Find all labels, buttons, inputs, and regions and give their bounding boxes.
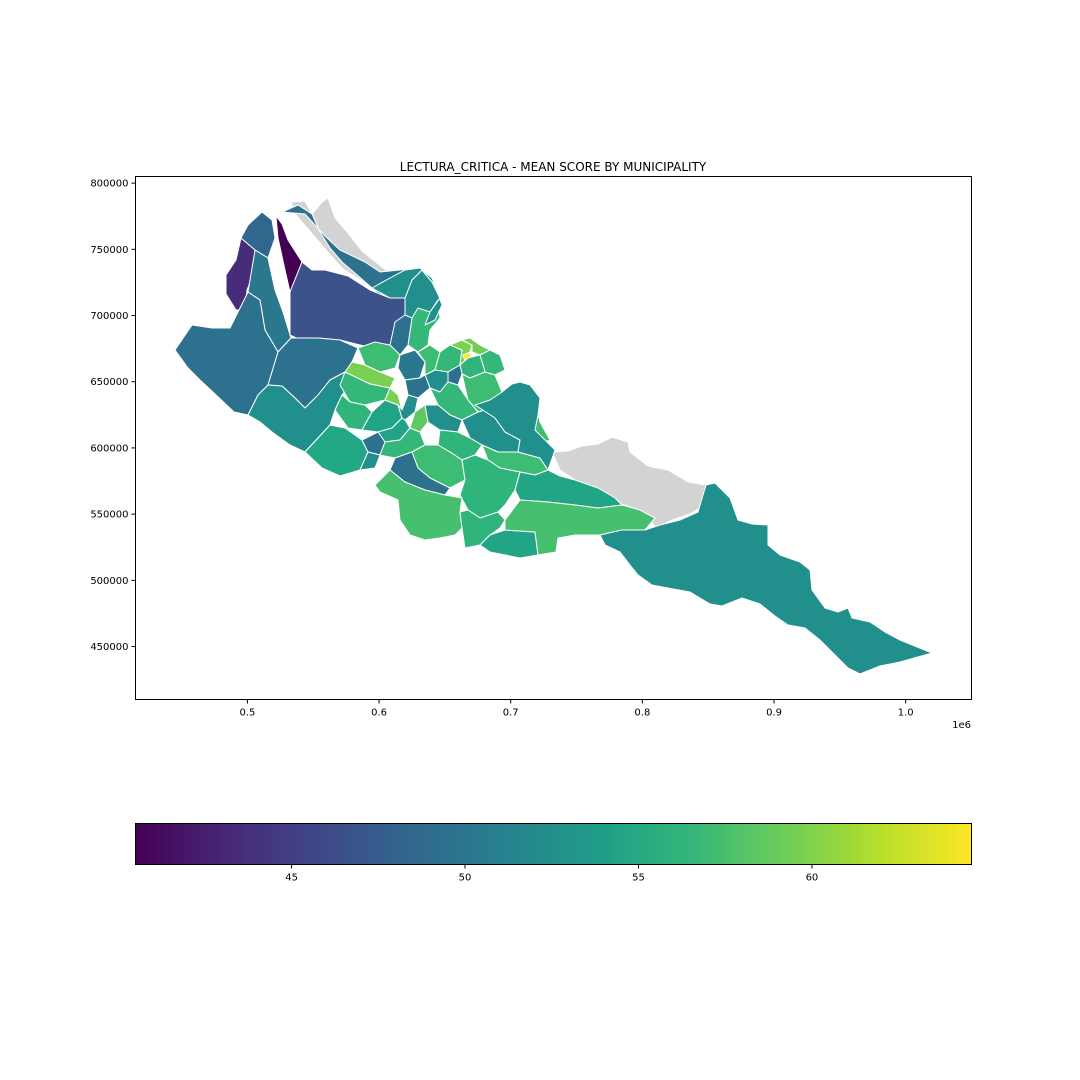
x-tick-label: 0.8 [634, 708, 650, 719]
region-s-1 [374, 469, 463, 541]
region-s-2 [459, 509, 506, 549]
region-c-25 [424, 404, 463, 433]
x-tick-label: 0.5 [239, 708, 255, 719]
region-se-1 [599, 482, 933, 675]
colorbar-tick-label: 50 [459, 873, 472, 884]
region-c-7 [334, 394, 373, 431]
y-tick-label: 500000 [90, 576, 128, 587]
colorbar-tick-label: 60 [806, 873, 819, 884]
y-tick-label: 750000 [90, 245, 128, 256]
region-c-29 [359, 451, 381, 471]
x-tick-label: 1.0 [898, 708, 914, 719]
x-tick-label: 0.6 [371, 708, 387, 719]
x-tick-label: 0.7 [503, 708, 519, 719]
y-tick-label: 600000 [90, 443, 128, 454]
chart-title: LECTURA_CRITICA - MEAN SCORE BY MUNICIPA… [400, 160, 707, 174]
axes-frame [135, 176, 972, 700]
y-axis: 450000 500000 550000 600000 650000 700000 7500… [90, 179, 136, 653]
region-c-24 [409, 404, 429, 433]
y-tick-label: 800000 [90, 179, 128, 190]
map-regions [174, 197, 933, 675]
x-tick-label: 0.9 [766, 708, 782, 719]
region-v-7 [459, 454, 521, 519]
y-tick-label: 550000 [90, 510, 128, 521]
colorbar-tick-label: 55 [632, 873, 645, 884]
colorbar [135, 823, 972, 865]
x-axis-offset-label: 1e6 [952, 720, 971, 731]
y-tick-label: 650000 [90, 377, 128, 388]
region-ne-2 [474, 381, 556, 471]
region-ne-1 [371, 267, 443, 326]
y-tick-label: 450000 [90, 642, 128, 653]
x-axis: 0.5 0.6 0.7 0.8 0.9 1.0 [239, 699, 914, 719]
colorbar-axis: 45 50 55 60 [285, 864, 819, 884]
y-tick-label: 700000 [90, 311, 128, 322]
region-c-22 [384, 387, 403, 411]
colorbar-tick-label: 45 [285, 873, 298, 884]
